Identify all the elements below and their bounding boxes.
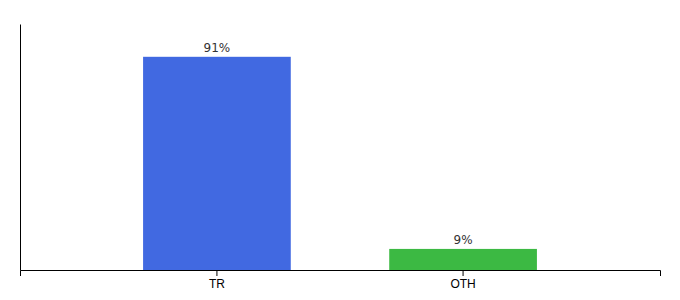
y-axis [20, 25, 21, 271]
bar [143, 57, 291, 270]
x-tick-label: TR [209, 277, 225, 291]
x-axis: TR OTH [21, 270, 661, 291]
x-tick-label: OTH [450, 277, 475, 291]
plot-area: 91% 9% TR OTH [21, 25, 661, 291]
chart: 91% 9% TR OTH [0, 0, 680, 300]
x-tick: OTH [450, 270, 475, 291]
y-axis-line [20, 25, 21, 271]
data-label: 91% [204, 41, 231, 55]
x-tick: TR [209, 270, 225, 291]
x-tick-mark [463, 270, 464, 276]
bar [389, 249, 537, 270]
data-labels: 91% 9% [204, 41, 473, 247]
data-label: 9% [454, 233, 473, 247]
x-tick-mark [216, 270, 217, 276]
x-axis-line [21, 271, 661, 277]
bars [143, 57, 537, 270]
